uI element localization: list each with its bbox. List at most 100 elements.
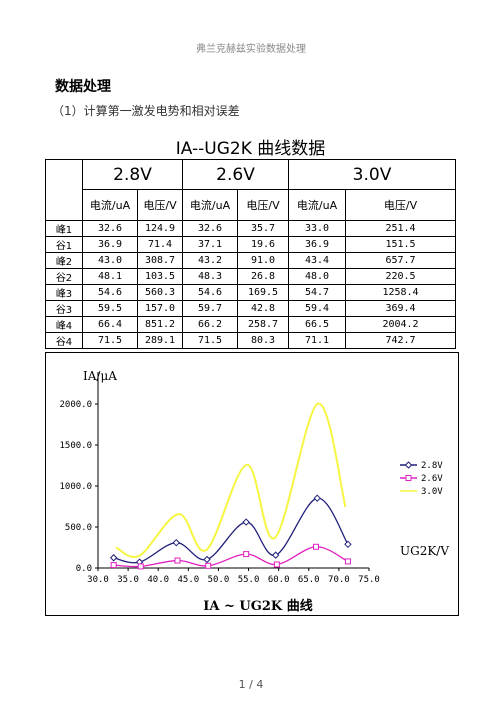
table-cell: 71.5 [82,332,138,349]
table-row: 电流/uA 电压/V 电流/uA 电压/V 电流/uA 电压/V [46,189,456,221]
table-cell: 59.5 [82,300,138,317]
point-marker [205,562,212,569]
row-label: 峰4 [45,316,83,333]
table-cell: 71.1 [288,332,346,349]
table-cell: 66.2 [182,316,238,333]
x-tick-label: 40.0 [147,575,169,585]
table-cell: 33.0 [288,220,346,237]
table-cell: 36.9 [82,236,138,253]
table-row: 峰1 32.6 124.9 32.6 35.7 33.0 251.4 [45,220,456,237]
x-tick-label: 50.0 [208,575,230,585]
heading: 数据处理 [55,79,111,95]
x-tick-label: 65.0 [298,575,320,585]
table-cell: 289.1 [137,332,183,349]
table-cell: 369.4 [345,300,456,317]
y-tick-label: 1500.0 [59,441,92,451]
table-cell: 59.7 [182,300,238,317]
table-row: 2.8V 2.6V 3.0V [45,159,456,221]
row-label: 谷3 [45,300,83,317]
table-cell: 80.3 [237,332,289,349]
table-cell: 37.1 [182,236,238,253]
sub-header: 电流/uA [288,189,346,221]
table-cell: 308.7 [137,252,183,269]
y-axis-label: IA/μA [83,369,117,383]
x-tick-label: 60.0 [268,575,290,585]
row-label: 峰1 [45,220,83,237]
table-cell: 91.0 [237,252,289,269]
table-cell: 42.8 [237,300,289,317]
legend-marker [405,475,412,481]
table-cell: 657.7 [345,252,456,269]
table-cell: 54.6 [82,284,138,301]
x-tick-label: 55.0 [238,575,260,585]
legend-label: 2.8V [421,461,443,471]
table-cell: 26.8 [237,268,289,285]
point-marker [242,518,250,526]
table-row: 峰4 66.4 851.2 66.2 258.7 66.5 2004.2 [45,316,456,333]
group-header: 2.6V [182,159,289,190]
table-row: 峰2 43.0 308.7 43.2 91.0 43.4 657.7 [45,252,456,269]
series-line [115,402,347,558]
point-marker [109,554,118,562]
table-cell: 32.6 [82,220,138,237]
table-cell: 1258.4 [345,284,456,301]
subheading: （1）计算第一激发电势和相对误差 [52,104,240,118]
sub-header: 电流/uA [82,189,138,221]
chart-title: IA ~ UG2K 曲线 [203,598,312,614]
data-table: IA--UG2K 曲线数据 2.8V 2.6V 3.0V 电流/uA 电压/V 电流/uA 电… [45,133,456,349]
chart: 0.0 500.0 1000.0 1500.0 2000.0 30.0 35.0 40.0 45… [45,352,459,616]
group-header: 3.0V [288,159,456,190]
table-row: 峰3 54.6 560.3 54.6 169.5 54.7 1258.4 [45,284,456,301]
table-cell: 169.5 [237,284,289,301]
x-tick-label: 30.0 [87,575,109,585]
table-cell: 19.6 [237,236,289,253]
table-cell: 43.2 [182,252,238,269]
point-marker [172,538,180,547]
table-row: 谷2 48.1 103.5 48.3 26.8 48.0 220.5 [45,268,456,285]
table-cell: 742.7 [345,332,456,349]
table-cell: 560.3 [137,284,183,301]
x-tick-label: 70.0 [328,575,350,585]
point-marker [137,563,144,570]
point-marker [271,551,280,559]
sub-header: 电压/V [237,189,289,221]
point-marker [110,562,117,569]
table-cell: 43.4 [288,252,346,269]
table-cell: 35.7 [237,220,289,237]
x-tick-label: 35.0 [117,575,139,585]
point-marker [273,561,280,568]
table-cell: 258.7 [237,316,289,333]
table-cell: 251.4 [345,220,456,237]
table-title: IA--UG2K 曲线数据 [45,133,456,160]
table-cell: 71.5 [182,332,238,349]
row-label: 谷4 [45,332,83,349]
chart-frame [45,352,459,616]
table-cell: 59.4 [288,300,346,317]
table-cell: 32.6 [182,220,238,237]
table-cell: 66.5 [288,316,346,333]
page-header: 弗兰克赫兹实验数据处理 [196,44,306,55]
table-cell: 220.5 [345,268,456,285]
point-marker [344,540,352,549]
legend-label: 2.6V [421,474,443,484]
table-cell: 43.0 [82,252,138,269]
table-row: IA--UG2K 曲线数据 [45,133,456,160]
table-cell: 151.5 [345,236,456,253]
corner-cell [45,159,83,221]
y-tick-label: 2000.0 [59,400,92,410]
table-cell: 54.7 [288,284,346,301]
row-label: 峰3 [45,284,83,301]
table-cell: 124.9 [137,220,183,237]
table-cell: 66.4 [82,316,138,333]
point-marker [174,557,181,564]
sub-header: 电流/uA [182,189,238,221]
table-cell: 54.6 [182,284,238,301]
row-label: 谷2 [45,268,83,285]
y-tick-label: 0.0 [76,564,92,574]
table-cell: 103.5 [137,268,183,285]
y-tick-label: 500.0 [65,523,92,533]
sub-header: 电压/V [137,189,183,221]
table-cell: 48.3 [182,268,238,285]
table-row: 谷3 59.5 157.0 59.7 42.8 59.4 369.4 [45,300,456,317]
